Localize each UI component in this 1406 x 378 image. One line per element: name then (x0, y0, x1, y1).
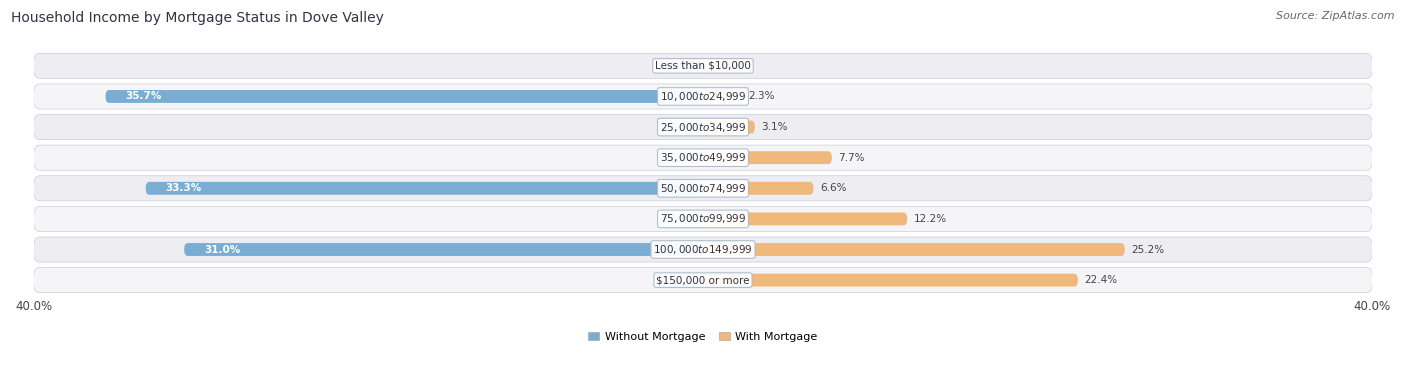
FancyBboxPatch shape (703, 212, 907, 225)
FancyBboxPatch shape (661, 212, 703, 225)
Text: 0.0%: 0.0% (671, 122, 696, 132)
FancyBboxPatch shape (34, 84, 1372, 109)
Text: $35,000 to $49,999: $35,000 to $49,999 (659, 151, 747, 164)
Text: 6.6%: 6.6% (820, 183, 846, 193)
Text: Household Income by Mortgage Status in Dove Valley: Household Income by Mortgage Status in D… (11, 11, 384, 25)
FancyBboxPatch shape (703, 90, 741, 103)
FancyBboxPatch shape (703, 59, 745, 72)
Text: Less than $10,000: Less than $10,000 (655, 61, 751, 71)
FancyBboxPatch shape (661, 59, 703, 72)
Text: $100,000 to $149,999: $100,000 to $149,999 (654, 243, 752, 256)
FancyBboxPatch shape (34, 237, 1372, 262)
Text: 35.7%: 35.7% (125, 91, 162, 101)
FancyBboxPatch shape (184, 243, 703, 256)
Text: 0.0%: 0.0% (671, 61, 696, 71)
Text: Source: ZipAtlas.com: Source: ZipAtlas.com (1277, 11, 1395, 21)
Text: 0.0%: 0.0% (671, 153, 696, 163)
Text: $150,000 or more: $150,000 or more (657, 275, 749, 285)
FancyBboxPatch shape (703, 182, 814, 195)
Text: 12.2%: 12.2% (914, 214, 948, 224)
Text: 33.3%: 33.3% (166, 183, 202, 193)
Text: 0.0%: 0.0% (671, 214, 696, 224)
FancyBboxPatch shape (703, 274, 1078, 287)
FancyBboxPatch shape (661, 274, 703, 287)
FancyBboxPatch shape (105, 90, 703, 103)
Text: $10,000 to $24,999: $10,000 to $24,999 (659, 90, 747, 103)
Text: 2.3%: 2.3% (748, 91, 775, 101)
Text: 25.2%: 25.2% (1132, 245, 1164, 254)
FancyBboxPatch shape (34, 206, 1372, 231)
FancyBboxPatch shape (661, 121, 703, 133)
Text: $75,000 to $99,999: $75,000 to $99,999 (659, 212, 747, 225)
Text: 0.0%: 0.0% (710, 61, 735, 71)
FancyBboxPatch shape (703, 243, 1125, 256)
FancyBboxPatch shape (34, 145, 1372, 170)
FancyBboxPatch shape (34, 53, 1372, 78)
FancyBboxPatch shape (34, 176, 1372, 201)
Text: 22.4%: 22.4% (1084, 275, 1118, 285)
FancyBboxPatch shape (34, 268, 1372, 293)
Text: 31.0%: 31.0% (204, 245, 240, 254)
Text: $50,000 to $74,999: $50,000 to $74,999 (659, 182, 747, 195)
Text: $25,000 to $34,999: $25,000 to $34,999 (659, 121, 747, 133)
FancyBboxPatch shape (703, 151, 832, 164)
FancyBboxPatch shape (703, 121, 755, 133)
Text: 7.7%: 7.7% (838, 153, 865, 163)
FancyBboxPatch shape (34, 115, 1372, 139)
Text: 3.1%: 3.1% (762, 122, 789, 132)
Legend: Without Mortgage, With Mortgage: Without Mortgage, With Mortgage (583, 327, 823, 346)
FancyBboxPatch shape (146, 182, 703, 195)
Text: 0.0%: 0.0% (671, 275, 696, 285)
FancyBboxPatch shape (661, 151, 703, 164)
